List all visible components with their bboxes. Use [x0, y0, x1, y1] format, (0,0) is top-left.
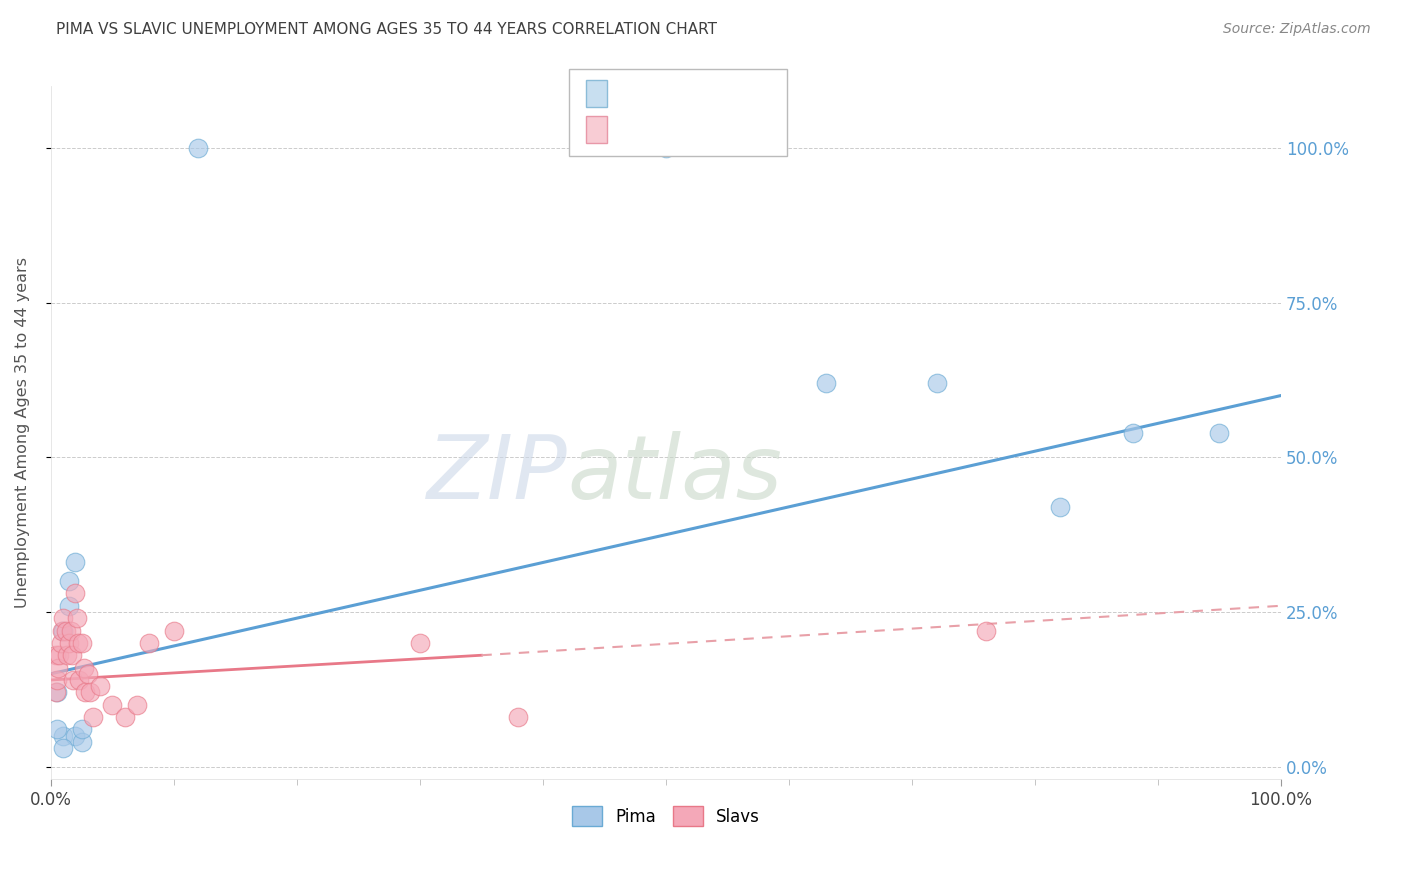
- Point: [1049, 500, 1071, 514]
- Point: [75, 685, 97, 699]
- Point: [82, 710, 104, 724]
- Point: [66, 636, 89, 650]
- Point: [45, 685, 67, 699]
- Legend: Pima, Slavs: Pima, Slavs: [565, 799, 766, 833]
- Point: [66, 611, 89, 625]
- Point: [58, 636, 80, 650]
- Point: [58, 599, 80, 613]
- Point: [76, 666, 98, 681]
- Point: [46, 673, 69, 687]
- Text: R =: R =: [614, 85, 651, 103]
- Point: [67, 673, 90, 687]
- Point: [73, 660, 96, 674]
- Point: [52, 729, 75, 743]
- Point: [125, 698, 148, 712]
- Point: [59, 624, 82, 638]
- Point: [70, 723, 93, 737]
- Point: [52, 624, 75, 638]
- Point: [974, 624, 997, 638]
- Point: [56, 648, 79, 663]
- Text: ZIP: ZIP: [427, 431, 568, 517]
- Point: [51, 624, 73, 638]
- Point: [70, 636, 93, 650]
- Point: [508, 710, 530, 724]
- Point: [89, 679, 111, 693]
- Point: [101, 698, 124, 712]
- Point: [46, 723, 69, 737]
- Text: 33: 33: [731, 120, 755, 139]
- Point: [58, 574, 80, 588]
- Text: 0.071: 0.071: [645, 120, 697, 139]
- Y-axis label: Unemployment Among Ages 35 to 44 years: Unemployment Among Ages 35 to 44 years: [15, 257, 30, 608]
- Point: [1208, 425, 1230, 440]
- Point: [52, 611, 75, 625]
- Point: [62, 673, 84, 687]
- Text: 21: 21: [731, 85, 754, 103]
- Point: [46, 660, 69, 674]
- Point: [48, 648, 70, 663]
- Point: [65, 586, 87, 600]
- Point: [655, 141, 678, 155]
- Point: [45, 648, 67, 663]
- Point: [1122, 425, 1144, 440]
- Text: 0.545: 0.545: [645, 85, 697, 103]
- Point: [46, 685, 69, 699]
- Point: [409, 636, 432, 650]
- Point: [70, 735, 93, 749]
- Text: PIMA VS SLAVIC UNEMPLOYMENT AMONG AGES 35 TO 44 YEARS CORRELATION CHART: PIMA VS SLAVIC UNEMPLOYMENT AMONG AGES 3…: [56, 22, 717, 37]
- Point: [187, 141, 209, 155]
- Point: [60, 648, 83, 663]
- Point: [163, 624, 186, 638]
- Text: atlas: atlas: [568, 431, 782, 517]
- Point: [52, 741, 75, 756]
- Point: [65, 729, 87, 743]
- Text: N =: N =: [697, 85, 745, 103]
- Point: [138, 636, 160, 650]
- Point: [114, 710, 136, 724]
- Point: [55, 624, 77, 638]
- Text: R =: R =: [614, 120, 651, 139]
- Point: [65, 556, 87, 570]
- Point: [925, 376, 948, 391]
- Text: Source: ZipAtlas.com: Source: ZipAtlas.com: [1223, 22, 1371, 37]
- Point: [49, 636, 72, 650]
- Text: N =: N =: [697, 120, 745, 139]
- Point: [79, 685, 101, 699]
- Point: [814, 376, 837, 391]
